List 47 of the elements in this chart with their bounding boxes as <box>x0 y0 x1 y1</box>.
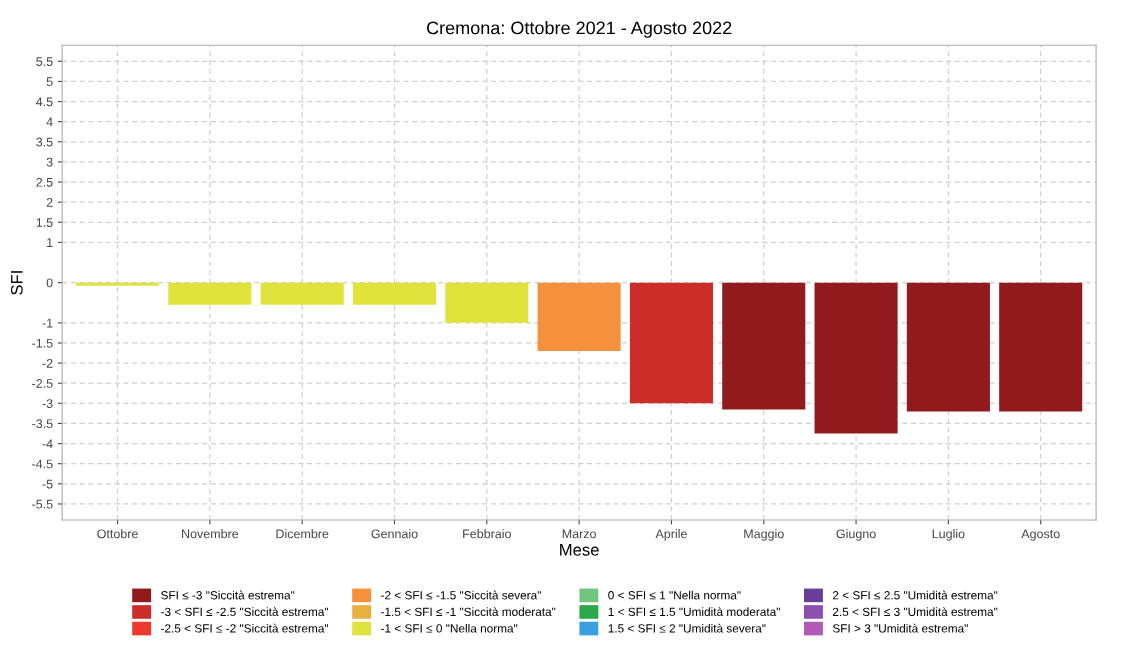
y-tick-label: -2.5 <box>32 379 53 388</box>
x-tick-label: Giugno <box>836 529 876 541</box>
x-tick-label: Maggio <box>744 529 784 541</box>
legend-label: -1.5 < SFI ≤ -1 "Siccità moderata" <box>381 607 556 617</box>
legend-label: SFI > 3 "Umidità estrema" <box>832 623 968 633</box>
y-tick-label: -5.5 <box>32 499 53 509</box>
legend-label: -2 < SFI ≤ -1.5 "Siccità severa" <box>381 590 541 600</box>
x-tick-label: Marzo <box>562 529 596 539</box>
y-tick-label: 5 <box>46 77 53 87</box>
legend-label: -3 < SFI ≤ -2.5 "Siccità estrema" <box>161 607 329 617</box>
y-tick-label: 1 <box>47 238 53 247</box>
y-tick-label: 3.5 <box>36 137 53 147</box>
y-tick-label: 2 <box>46 197 53 207</box>
y-tick-label: 2.5 <box>36 177 53 187</box>
y-tick-label: -1.5 <box>32 338 53 348</box>
legend-label: -2.5 < SFI ≤ -2 "Siccità estrema" <box>161 623 329 633</box>
x-tick-label: Gennaio <box>371 529 418 539</box>
y-tick-label: -2 <box>42 358 53 368</box>
x-tick-label: Aprile <box>655 529 687 541</box>
chart-title: Cremona: Ottobre 2021 - Agosto 2022 <box>426 21 732 38</box>
x-tick-label: Luglio <box>932 529 965 541</box>
legend-label: -1 < SFI ≤ 0 "Nella norma" <box>381 623 518 633</box>
x-tick-label: Dicembre <box>276 529 329 539</box>
y-tick-label: -1 <box>42 318 53 328</box>
legend-label: 2 < SFI ≤ 2.5 "Umidità estrema" <box>832 590 998 600</box>
y-tick-label: -5 <box>42 479 53 489</box>
x-tick-label: Ottobre <box>97 529 138 539</box>
x-axis-title: Mese <box>560 544 599 556</box>
legend-label: 1.5 < SFI ≤ 2 "Umidità severa" <box>608 623 766 633</box>
x-tick-label: Febbraio <box>463 529 511 539</box>
y-tick-label: -4.5 <box>32 459 53 469</box>
y-tick-label: 0 <box>46 278 53 288</box>
y-tick-label: -3.5 <box>32 419 53 429</box>
x-tick-label: Novembre <box>182 529 239 539</box>
legend-label: SFI ≤ -3 "Siccità estrema" <box>161 590 295 600</box>
x-tick-label: Agosto <box>1021 529 1060 541</box>
legend-label: 1 < SFI ≤ 1.5 "Umidità moderata" <box>608 607 780 617</box>
y-tick-label: 1.5 <box>36 218 53 227</box>
y-axis-title: SFI <box>10 271 23 295</box>
y-tick-label: -4 <box>42 439 53 449</box>
y-tick-label: 3 <box>46 157 53 167</box>
y-tick-label: 5.5 <box>36 57 53 66</box>
legend-label: 2.5 < SFI ≤ 3 "Umidità estrema" <box>832 607 998 617</box>
y-tick-label: -3 <box>42 399 53 408</box>
legend-label: 0 < SFI ≤ 1 "Nella norma" <box>608 590 741 600</box>
y-tick-label: 4.5 <box>36 97 53 107</box>
y-tick-label: 4 <box>46 117 53 127</box>
